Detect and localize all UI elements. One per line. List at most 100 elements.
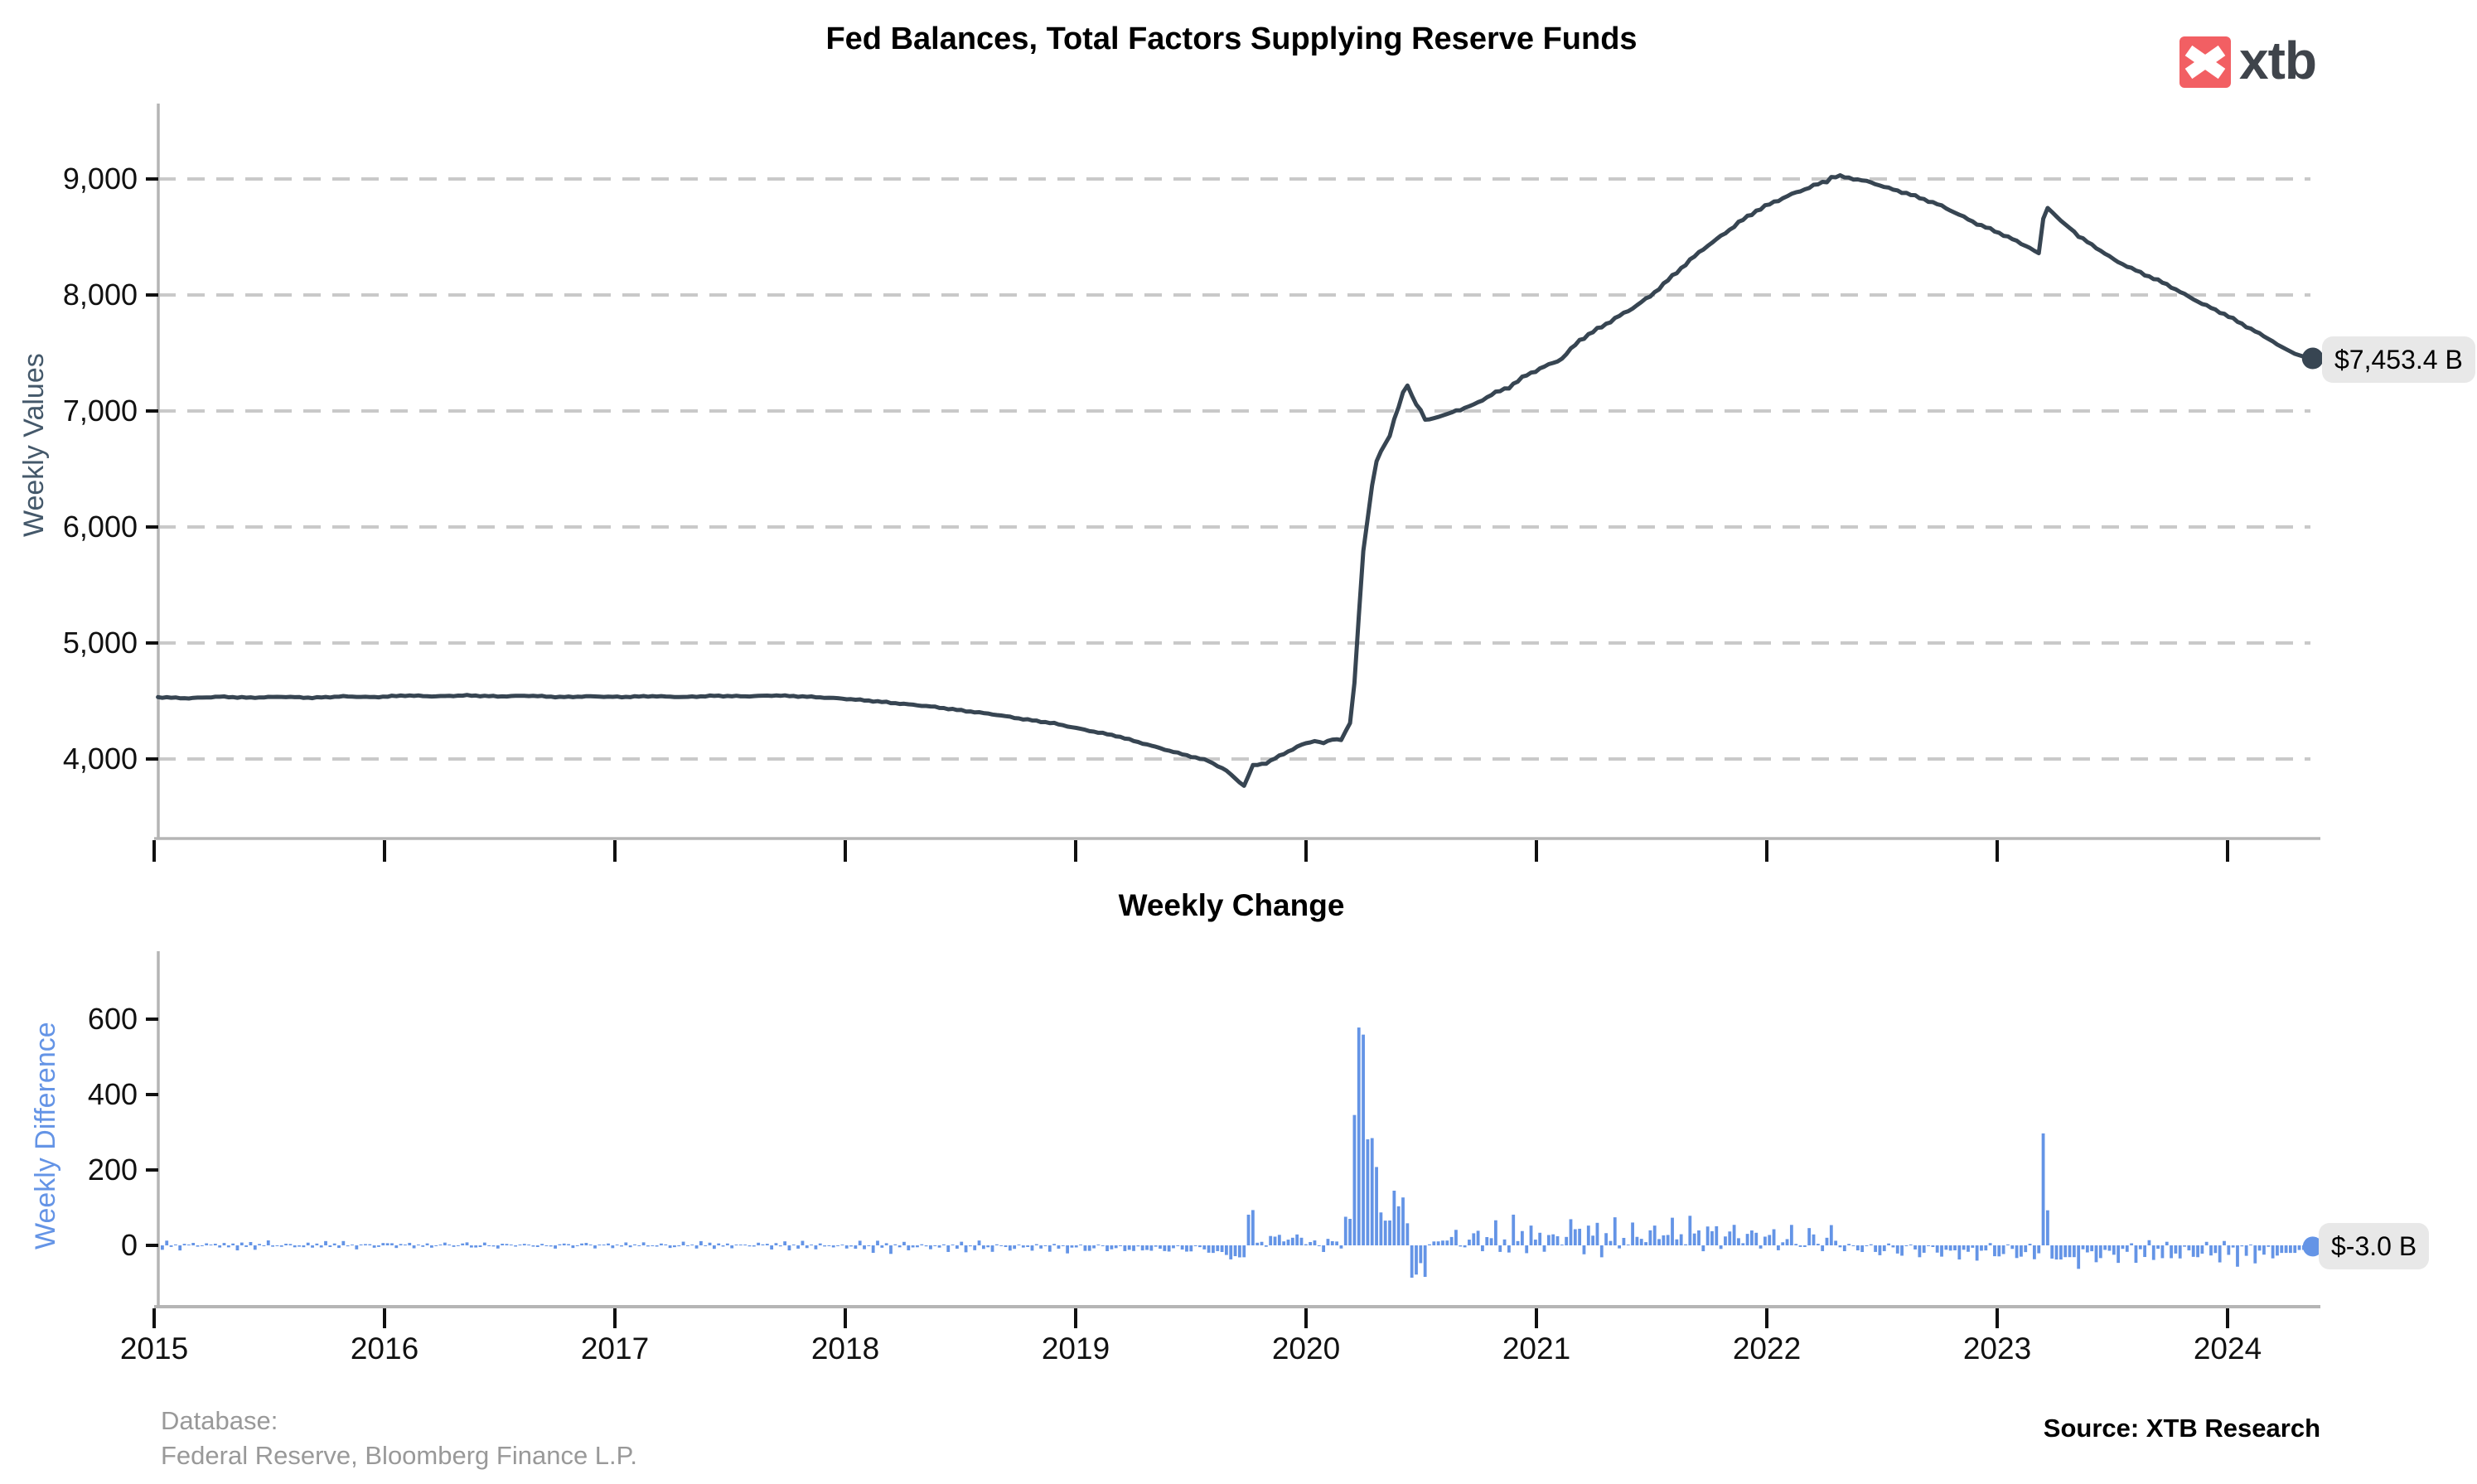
bar (576, 1245, 579, 1246)
bar (1786, 1239, 1789, 1245)
bar (2170, 1245, 2173, 1258)
bar (1887, 1244, 1890, 1245)
bar (1084, 1245, 1087, 1251)
bar (863, 1245, 866, 1250)
bar (938, 1245, 941, 1248)
x-tick-label: 2021 (1502, 1332, 1570, 1366)
bar (1530, 1225, 1533, 1245)
bar (699, 1241, 703, 1245)
bar (2099, 1245, 2102, 1258)
bar (1830, 1225, 1833, 1245)
bar (1883, 1245, 1886, 1251)
bar (624, 1242, 627, 1245)
y-tick-label: 7,000 (63, 394, 138, 428)
bar (1543, 1245, 1546, 1252)
bar (1662, 1235, 1665, 1245)
figure: Fed Balances, Total Factors Supplying Re… (0, 0, 2477, 1484)
bar (540, 1244, 544, 1245)
bar (1754, 1233, 1758, 1245)
bar (2029, 1244, 2032, 1245)
bar (178, 1245, 181, 1250)
bar (620, 1245, 623, 1246)
bar (1379, 1212, 1382, 1245)
bar (946, 1245, 950, 1252)
bar (929, 1245, 932, 1250)
bar (271, 1245, 274, 1247)
bar (1392, 1191, 1396, 1245)
bar (1904, 1245, 1908, 1246)
bar (849, 1245, 853, 1246)
bar (1715, 1226, 1718, 1245)
bar (2192, 1245, 2195, 1257)
bar (2156, 1245, 2160, 1249)
bar (2015, 1245, 2019, 1258)
database-sources: Federal Reserve, Bloomberg Finance L.P. (161, 1438, 637, 1473)
bar (571, 1245, 574, 1248)
bar (1807, 1228, 1811, 1245)
bar (766, 1244, 769, 1245)
bar (1503, 1240, 1507, 1245)
bar (982, 1245, 985, 1249)
bar (1648, 1230, 1652, 1245)
bar (1071, 1245, 1074, 1248)
bar (1790, 1225, 1793, 1245)
bar (426, 1244, 429, 1245)
bar (1860, 1245, 1864, 1252)
bar (1494, 1221, 1497, 1245)
bar (1741, 1243, 1744, 1245)
bar (2139, 1245, 2142, 1250)
bar (2112, 1245, 2116, 1254)
bar (916, 1245, 919, 1247)
bar (1472, 1233, 1475, 1245)
bar (660, 1244, 663, 1245)
bar (2245, 1245, 2248, 1256)
bar (249, 1242, 253, 1245)
bar (307, 1243, 310, 1245)
bar (1295, 1235, 1299, 1245)
bar (695, 1245, 699, 1249)
bar (2240, 1245, 2243, 1246)
bar (969, 1245, 972, 1246)
bar (1763, 1236, 1767, 1245)
bar (642, 1242, 646, 1245)
y-tick-label: 8,000 (63, 278, 138, 312)
bar (1322, 1245, 1325, 1252)
bar (859, 1240, 862, 1245)
x-tick-label: 2018 (811, 1332, 879, 1366)
bar (1538, 1233, 1541, 1245)
bar (1282, 1241, 1285, 1245)
bar (337, 1245, 341, 1248)
bar (284, 1244, 288, 1245)
bar (1521, 1231, 1524, 1245)
bar (1110, 1245, 1113, 1250)
bar (629, 1245, 632, 1247)
bar (1318, 1245, 1321, 1246)
bar (2293, 1245, 2296, 1253)
bar (1477, 1230, 1480, 1245)
bar (880, 1245, 883, 1248)
bar (1172, 1245, 1175, 1248)
bar (1967, 1245, 1970, 1252)
bar (483, 1243, 486, 1245)
bar (1057, 1245, 1061, 1249)
bar (1415, 1245, 1418, 1274)
bar (1803, 1245, 1807, 1247)
bar (646, 1245, 650, 1246)
bar (2086, 1245, 2089, 1253)
bar (1879, 1245, 1882, 1255)
bar (2020, 1245, 2023, 1257)
bar (1773, 1230, 1776, 1245)
y-tick-label: 600 (88, 1002, 138, 1036)
bar (815, 1245, 818, 1250)
bar (191, 1243, 195, 1245)
bar (298, 1245, 301, 1247)
bar (1953, 1245, 1957, 1250)
bar (2213, 1245, 2217, 1253)
bar (1216, 1245, 1219, 1251)
bar (832, 1245, 835, 1247)
bar (788, 1245, 791, 1250)
bar (1989, 1243, 1992, 1245)
bar (1313, 1240, 1317, 1245)
line-series (158, 176, 2313, 786)
bar (1777, 1245, 1780, 1250)
